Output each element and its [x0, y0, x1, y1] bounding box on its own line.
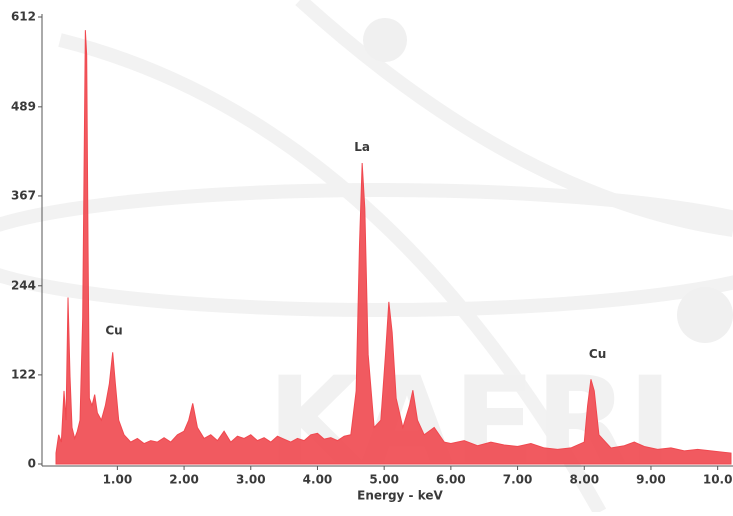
x-tick-label: 8.00 — [569, 473, 599, 487]
watermark-dot — [363, 18, 407, 62]
x-tick-label: 4.00 — [303, 473, 333, 487]
peak-label: Cu — [105, 324, 122, 338]
x-tick-label: 6.00 — [436, 473, 466, 487]
x-tick-label: 5.00 — [369, 473, 399, 487]
peak-label: La — [354, 140, 370, 154]
y-tick-label: 244 — [11, 278, 36, 292]
watermark-dot — [677, 287, 733, 343]
peak-label: Cu — [589, 347, 606, 361]
y-tick-label: 612 — [11, 10, 36, 24]
chart: KAERI Energy - keV 0 122 244 367 489 612 1.00 2… — [0, 0, 733, 512]
x-tick-label: 9.00 — [636, 473, 666, 487]
y-tick-label: 489 — [11, 99, 36, 113]
y-tick-label: 367 — [11, 188, 36, 202]
y-tick-label: 0 — [28, 457, 36, 471]
watermark-text: KAERI — [268, 353, 673, 492]
x-tick-label: 7.00 — [503, 473, 533, 487]
y-tick-label: 122 — [11, 367, 36, 381]
x-tick-label: 3.00 — [236, 473, 266, 487]
x-tick-label: 1.00 — [103, 473, 133, 487]
x-tick-label: 2.00 — [169, 473, 199, 487]
x-axis-title: Energy - keV — [357, 489, 443, 503]
x-tick-label: 10.0 — [703, 473, 733, 487]
